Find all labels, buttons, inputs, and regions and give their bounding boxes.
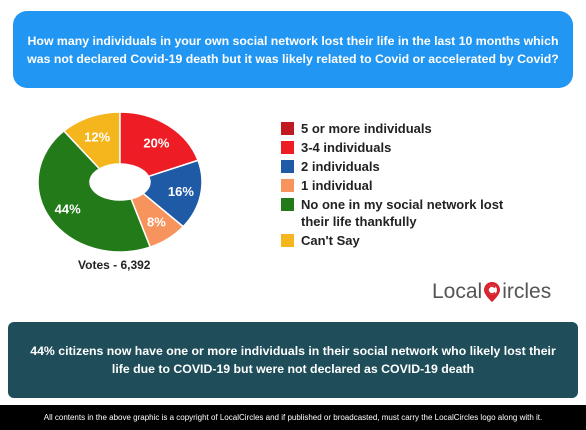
slice-label-3-4-individuals: 20% (143, 135, 169, 150)
legend-swatch-1-individual (281, 179, 294, 192)
donut-chart: 12% 20% 16% 8% 44% (37, 111, 203, 253)
chart-legend: 5 or more individuals 3-4 individuals 2 in… (281, 121, 504, 248)
copyright-footer: All contents in the above graphic is a c… (0, 405, 586, 430)
legend-swatch-can-t-say (281, 234, 294, 247)
logo-pin-icon (484, 282, 501, 302)
legend-swatch-5-or-more-individuals (281, 122, 294, 135)
legend-label-3-4-individuals: 3-4 individuals (301, 140, 391, 155)
logo-text-local: Local (432, 280, 483, 303)
legend-swatch-no-one-in-my-social-network-lost-their-life-thankfully (281, 198, 294, 211)
legend-label-2-individuals: 2 individuals (301, 159, 380, 174)
legend-label-can-t-say: Can't Say (301, 233, 360, 248)
slice-no-one-in-my-social-network-lost-their-life-thankfully (37, 129, 152, 253)
question-banner: How many individuals in your own social … (13, 11, 573, 88)
finding-text: 44% citizens now have one or more indivi… (30, 344, 556, 376)
footer-text: All contents in the above graphic is a c… (43, 413, 543, 422)
poll-chart: 12% 20% 16% 8% 44% 5 or more individuals 3-4 … (37, 111, 504, 253)
legend-swatch-2-individuals (281, 160, 294, 173)
legend-label-5-or-more-individuals: 5 or more individuals (301, 121, 432, 136)
slice-3-4-individuals (119, 111, 199, 178)
localcircles-logo: Local ircles (432, 280, 551, 304)
slice-label-can-t-say: 12% (84, 129, 110, 144)
slice-label-1-individual: 8% (147, 215, 166, 230)
legend-label-no-one-in-my-social-network-lost-their-life-thankfully: No one in my social network lost their li… (301, 197, 504, 229)
slice-label-no-one-in-my-social-network-lost-their-life-thankfully: 44% (55, 201, 81, 216)
slice-label-2-individuals: 16% (168, 184, 194, 199)
legend-swatch-3-4-individuals (281, 141, 294, 154)
logo-text-circles: ircles (502, 280, 552, 303)
finding-banner: 44% citizens now have one or more indivi… (8, 322, 578, 398)
votes-count: Votes - 6,392 (78, 258, 151, 272)
legend-label-1-individual: 1 individual (301, 178, 373, 193)
question-text: How many individuals in your own social … (27, 33, 559, 66)
